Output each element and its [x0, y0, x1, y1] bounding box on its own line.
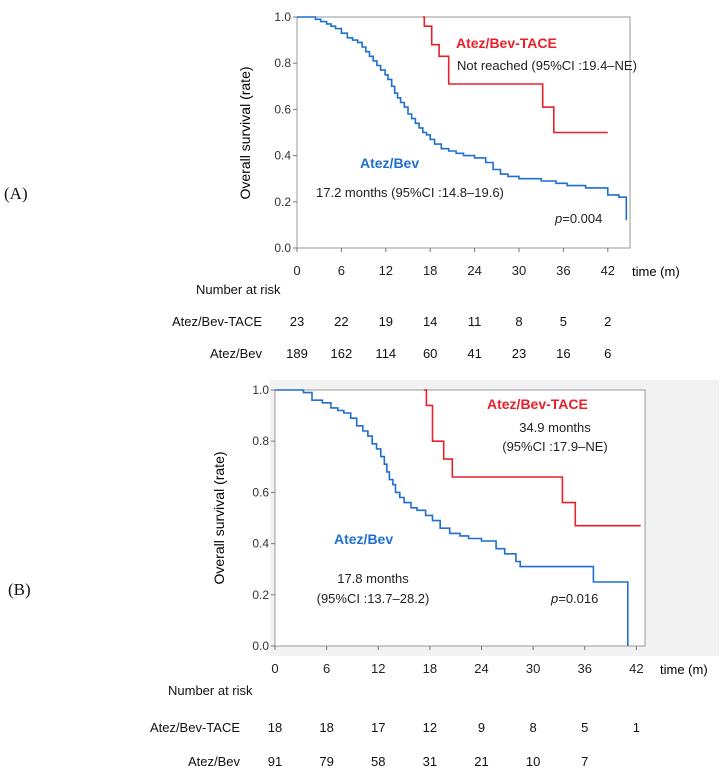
risk-value: 31: [422, 754, 438, 769]
y-tick-label: 0.2: [274, 195, 291, 209]
p-letter-a: p: [554, 211, 562, 226]
risk-value: 7: [581, 754, 589, 769]
x-axis-label-b: time (m): [660, 662, 708, 677]
x-tick-label: 42: [629, 661, 643, 676]
risk-value: 6: [604, 346, 612, 361]
y-tick-label: 0.8: [274, 56, 291, 70]
x-tick-label: 6: [323, 661, 330, 676]
y-axis-label-b: Overall survival (rate): [211, 451, 227, 584]
tace-median-b-line1: 34.9 months: [519, 420, 591, 435]
panel-label-a: (A): [4, 184, 28, 203]
bev-label-b: Atez/Bev: [334, 531, 393, 547]
risk-title-a: Number at risk: [196, 282, 281, 297]
risk-row-label-a-tace: Atez/Bev-TACE: [171, 314, 262, 329]
x-axis-label-a: time (m): [632, 264, 680, 279]
x-tick-label: 18: [423, 661, 437, 676]
risk-value: 58: [371, 754, 386, 769]
risk-row-label-b-tace: Atez/Bev-TACE: [149, 720, 240, 735]
risk-row-label-b-bev: Atez/Bev: [187, 754, 240, 769]
x-tick-label: 36: [578, 661, 592, 676]
p-value-a: p=0.004: [554, 211, 602, 226]
tace-median-a: Not reached (95%CI :19.4–NE): [457, 58, 637, 73]
risk-value: 114: [375, 346, 397, 361]
x-tick-label: 30: [512, 263, 526, 278]
y-tick-label: 0.0: [274, 241, 291, 255]
y-tick-label: 0.0: [252, 639, 269, 653]
y-tick-label: 0.6: [274, 102, 291, 116]
x-tick-label: 12: [379, 263, 393, 278]
risk-value: 5: [559, 314, 568, 329]
risk-row-label-a-bev: Atez/Bev: [209, 346, 262, 361]
x-tick-label: 12: [371, 661, 385, 676]
risk-value: 21: [474, 754, 489, 769]
risk-value: 11: [467, 314, 482, 329]
y-tick-label: 0.4: [274, 149, 291, 163]
tace-survival-line-a: [422, 16, 608, 134]
y-tick-label: 0.8: [252, 434, 269, 448]
risk-value: 16: [556, 346, 571, 361]
x-tick-label: 0: [293, 263, 300, 278]
tace-median-b-line2: (95%CI :17.9–NE): [502, 439, 608, 454]
plot-frame-b: [274, 389, 646, 647]
risk-value: 79: [319, 754, 334, 769]
risk-value: 18: [319, 720, 334, 735]
x-tick-label: 36: [556, 263, 570, 278]
p-letter-b: p: [550, 591, 558, 606]
p-number-a: =0.004: [562, 211, 602, 226]
x-tick-label: 0: [271, 661, 278, 676]
bev-survival-line-b: [275, 389, 629, 646]
risk-title-b: Number at risk: [168, 683, 253, 698]
risk-value: 189: [286, 346, 308, 361]
x-tick-label: 24: [467, 263, 481, 278]
tace-survival-line-b: [423, 389, 641, 527]
bev-median-b-line1: 17.8 months: [337, 571, 409, 586]
risk-value: 8: [529, 720, 537, 735]
p-value-b: p=0.016: [550, 591, 598, 606]
y-tick-label: 0.2: [252, 588, 269, 602]
p-number-b: =0.016: [558, 591, 598, 606]
y-tick-label: 1.0: [274, 10, 291, 24]
tace-label-a: Atez/Bev-TACE: [456, 35, 557, 51]
risk-value: 41: [467, 346, 482, 361]
bev-survival-line-a: [297, 16, 628, 221]
x-tick-label: 6: [338, 263, 345, 278]
risk-value: 1: [632, 720, 641, 735]
risk-value: 8: [515, 314, 523, 329]
risk-value: 5: [581, 720, 589, 735]
x-tick-label: 30: [526, 661, 540, 676]
risk-value: 162: [330, 346, 353, 361]
panel-label-b: (B): [8, 580, 31, 599]
risk-value: 23: [289, 314, 305, 329]
y-tick-label: 0.4: [252, 537, 269, 551]
risk-value: 60: [422, 346, 438, 361]
x-tick-label: 42: [601, 263, 615, 278]
risk-value: 2: [604, 314, 612, 329]
risk-value: 18: [267, 720, 283, 735]
bev-label-a: Atez/Bev: [360, 155, 419, 171]
tace-label-b: Atez/Bev-TACE: [487, 396, 588, 412]
y-tick-label: 1.0: [252, 383, 269, 397]
survival-chart-b: 0.0 0.2 0.4 0.6 0.8 1.0 0 6 12 18 24 30 36 42 Overal…: [211, 380, 719, 677]
risk-value: 22: [334, 314, 349, 329]
bev-median-a: 17.2 months (95%CI :14.8–19.6): [316, 185, 504, 200]
survival-chart-a: 0.0 0.2 0.4 0.6 0.8 1.0 0 6 12 18 24 30 36 42 Overal…: [237, 10, 680, 279]
risk-value: 12: [422, 720, 438, 735]
risk-value: 23: [511, 346, 527, 361]
risk-value: 9: [477, 720, 486, 735]
risk-value: 14: [422, 314, 438, 329]
risk-value: 10: [525, 754, 541, 769]
x-tick-label: 24: [474, 661, 488, 676]
risk-value: 19: [378, 314, 394, 329]
y-axis-label-a: Overall survival (rate): [237, 66, 253, 199]
x-tick-label: 18: [423, 263, 437, 278]
y-tick-label: 0.6: [252, 485, 269, 499]
risk-value: 17: [371, 720, 386, 735]
risk-value: 91: [267, 754, 283, 769]
bev-median-b-line2: (95%CI :13.7–28.2): [317, 591, 430, 606]
